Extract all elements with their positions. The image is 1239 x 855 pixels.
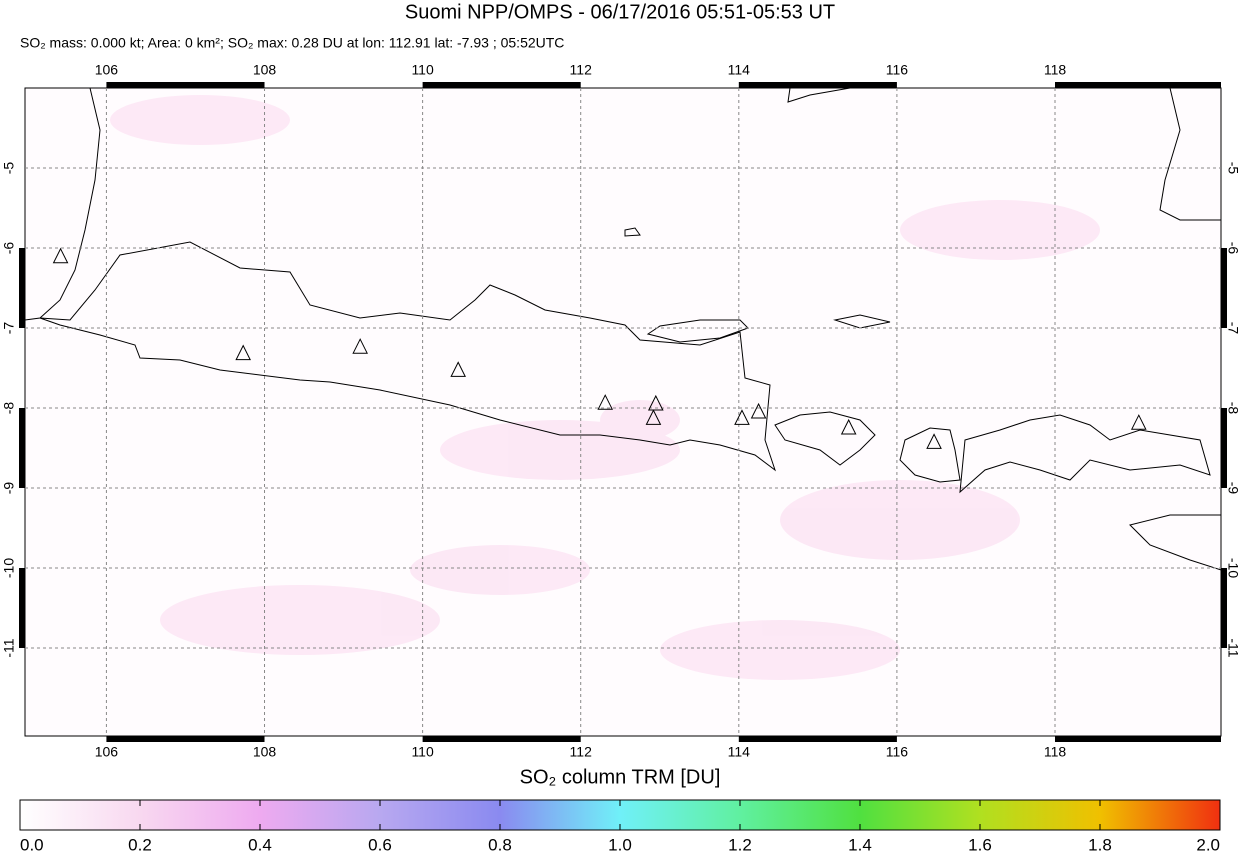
- frame-bar: [422, 736, 581, 742]
- colorbar-tick-label: 0.6: [368, 835, 392, 854]
- volcano: [1130, 414, 1147, 430]
- y-tick-label: -10: [1, 558, 17, 578]
- volcano: [734, 409, 750, 425]
- frame-bar: [1221, 408, 1227, 488]
- frame-bar: [106, 736, 265, 742]
- sumbawa-coast: [959, 414, 1211, 494]
- x-tick-label: 106: [95, 744, 119, 760]
- volcano: [352, 338, 368, 354]
- colorbar-label: SO₂ column TRM [DU]: [520, 766, 721, 788]
- colorbar-tick-label: 1.6: [968, 835, 992, 854]
- frame-bar: [1054, 82, 1221, 88]
- so2-field: [110, 95, 1100, 680]
- colorbar-tick-label: 1.2: [728, 835, 752, 854]
- volcano: [645, 409, 662, 425]
- bali-coast: [774, 411, 876, 466]
- y-tick-label: -5: [1225, 162, 1239, 175]
- x-tick-label: 110: [411, 62, 434, 78]
- y-tick-label: -5: [1, 162, 17, 175]
- frame-bar: [422, 82, 581, 88]
- y-tick-label: -8: [1, 402, 17, 415]
- frame-bar: [1221, 248, 1227, 328]
- y-tick-label: -6: [1225, 242, 1239, 255]
- x-tick-label: 112: [570, 62, 593, 78]
- sumatra-coast: [24, 87, 101, 321]
- x-tick-label: 116: [886, 744, 909, 760]
- subtitle: SO₂ mass: 0.000 kt; Area: 0 km²; SO₂ max…: [20, 35, 564, 51]
- volcano: [926, 433, 942, 449]
- frame-bar: [738, 736, 897, 742]
- madura-coast: [646, 319, 749, 343]
- y-tick-label: -9: [1225, 482, 1239, 495]
- x-tick-label: 108: [253, 744, 277, 760]
- colorbar-tick-label: 0.8: [488, 835, 512, 854]
- title: Suomi NPP/OMPS - 06/17/2016 05:51-05:53 …: [405, 1, 835, 23]
- y-tick-label: -11: [1225, 638, 1239, 657]
- colorbar-tick-label: 1.4: [848, 835, 872, 854]
- volcano: [597, 394, 614, 410]
- x-tick-label: 118: [1044, 62, 1067, 78]
- frame-bar: [19, 408, 25, 488]
- lombok-coast: [899, 427, 961, 483]
- volcano: [750, 402, 767, 419]
- colorbar-tick-label: 0.0: [20, 835, 44, 854]
- frame-bar: [19, 568, 25, 648]
- volcano: [647, 394, 664, 411]
- volcano: [52, 247, 69, 264]
- x-tick-label: 108: [253, 62, 277, 78]
- small-islands: [624, 227, 891, 329]
- colorbar-tick-label: 0.4: [248, 835, 272, 854]
- x-tick-label: 112: [570, 744, 593, 760]
- y-tick-label: -10: [1225, 558, 1239, 578]
- colorbar-tick-label: 1.0: [608, 835, 632, 854]
- y-tick-label: -8: [1225, 402, 1239, 415]
- x-tick-label: 114: [728, 62, 751, 78]
- java-coast: [39, 241, 776, 472]
- frame-bar: [1221, 568, 1227, 648]
- y-tick-label: -11: [1, 638, 17, 657]
- volcano: [840, 418, 857, 435]
- frame-bar: [19, 248, 25, 328]
- x-tick-label: 114: [728, 744, 751, 760]
- colorbar-tick-label: 2.0: [1196, 835, 1220, 854]
- y-tick-label: -7: [1225, 322, 1239, 335]
- frame-bar: [106, 82, 265, 88]
- colorbar-tick-label: 1.8: [1088, 835, 1112, 854]
- frame-bar: [738, 82, 897, 88]
- y-tick-label: -9: [1, 482, 17, 495]
- borneo-coast: [787, 87, 851, 103]
- colorbar-tick-label: 0.2: [128, 835, 152, 854]
- x-tick-label: 110: [411, 744, 434, 760]
- borneo-east-coast: [1159, 87, 1221, 221]
- frame-bar: [1054, 736, 1221, 742]
- x-tick-label: 106: [95, 62, 119, 78]
- x-tick-label: 116: [886, 62, 909, 78]
- x-tick-label: 118: [1044, 744, 1067, 760]
- y-tick-label: -7: [1, 322, 17, 335]
- volcano: [235, 344, 251, 361]
- volcano: [450, 361, 466, 377]
- y-tick-label: -6: [1, 242, 17, 255]
